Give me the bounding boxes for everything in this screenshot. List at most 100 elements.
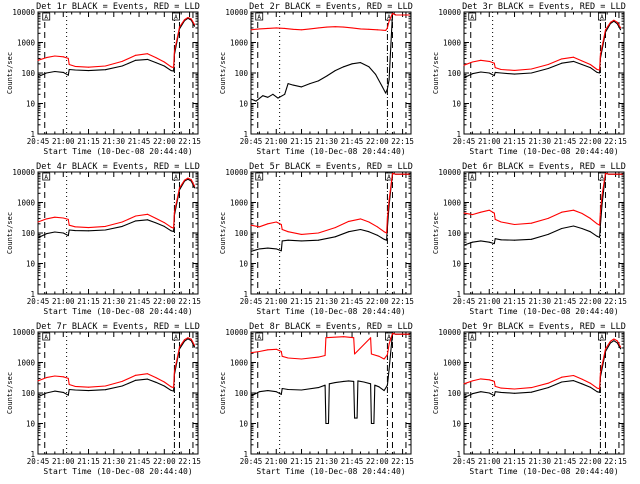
- lld-data-point: [170, 66, 172, 68]
- events-data-point: [194, 346, 196, 348]
- chart-title: Det 9r BLACK = Events, RED = LLD: [462, 322, 626, 332]
- lld-data-point: [74, 385, 76, 387]
- events-data-point: [163, 65, 165, 67]
- x-tick-label: 21:15: [503, 457, 526, 466]
- events-data-point: [385, 92, 387, 94]
- events-data-point: [493, 75, 495, 77]
- events-data-point: [104, 229, 106, 231]
- chart-panel-5: Det 5r BLACK = Events, RED = LLD 1 10 100 10…: [219, 162, 414, 316]
- events-data-point: [373, 423, 375, 424]
- lld-data-point: [392, 332, 393, 334]
- lld-data-point: [54, 375, 56, 377]
- attenuator-marker-box: [598, 332, 606, 341]
- y-tick-label: 100: [21, 389, 35, 398]
- lld-data-point: [317, 27, 319, 29]
- lld-data-point: [121, 60, 123, 62]
- x-axis-label: Start Time (10-Dec-08 20:44:40): [256, 467, 405, 476]
- lld-data-point: [610, 340, 611, 342]
- x-tick-label: 22:00: [366, 457, 389, 466]
- x-tick-label: 22:15: [604, 137, 627, 146]
- lld-data-point: [121, 221, 123, 223]
- lld-series-line: [250, 332, 410, 360]
- lld-data-point: [370, 337, 372, 339]
- lld-data-point: [348, 220, 350, 222]
- x-tick-label: 21:00: [265, 457, 288, 466]
- lld-data-point: [267, 223, 269, 225]
- lld-series-line: [463, 172, 623, 226]
- lld-data-point: [613, 338, 615, 340]
- lld-data-point: [573, 375, 574, 376]
- x-tick-label: 21:45: [128, 457, 151, 466]
- lld-data-point: [500, 69, 502, 70]
- events-data-point: [135, 379, 137, 381]
- lld-data-point: [480, 378, 482, 380]
- x-tick-label: 21:30: [103, 137, 126, 146]
- y-tick-label: 1: [243, 450, 248, 459]
- events-data-point: [147, 378, 148, 380]
- events-data-point: [277, 97, 279, 99]
- lld-data-point: [343, 336, 345, 338]
- lld-data-point: [514, 388, 515, 390]
- lld-data-point: [325, 337, 327, 339]
- y-tick-label: 10: [239, 100, 249, 109]
- lld-data-point: [392, 12, 393, 14]
- lld-data-point: [88, 66, 89, 68]
- attenuator-marker-box: [598, 12, 606, 21]
- events-data-point: [68, 69, 70, 70]
- lld-data-point: [163, 61, 165, 63]
- events-data-point: [317, 239, 319, 241]
- lld-data-point: [386, 27, 388, 29]
- lld-data-point: [386, 354, 388, 356]
- x-tick-label: 20:45: [27, 137, 50, 146]
- lld-data-point: [62, 56, 64, 58]
- lld-data-point: [309, 28, 311, 30]
- lld-data-point: [530, 387, 532, 389]
- events-series-line: [37, 17, 196, 78]
- attenuator-marker-label: A: [174, 174, 178, 181]
- lld-data-point: [250, 29, 252, 31]
- events-data-point: [250, 250, 252, 252]
- events-data-point: [74, 389, 76, 391]
- lld-data-point: [471, 380, 473, 382]
- lld-data-point: [386, 217, 388, 219]
- events-data-point: [68, 389, 70, 390]
- events-data-point: [494, 238, 496, 240]
- lld-data-point: [599, 224, 601, 226]
- events-data-point: [170, 389, 172, 391]
- events-data-point: [309, 83, 311, 85]
- events-data-point: [589, 67, 591, 69]
- events-data-point: [135, 59, 137, 61]
- x-tick-label: 22:15: [178, 457, 201, 466]
- events-data-point: [37, 76, 39, 78]
- events-series-line: [250, 172, 410, 252]
- events-data-point: [599, 72, 601, 74]
- y-tick-label: 100: [234, 389, 248, 398]
- y-axis-label: Counts/sec: [432, 212, 440, 254]
- events-data-point: [287, 239, 289, 241]
- lld-data-point: [613, 19, 615, 21]
- y-tick-label: 1000: [443, 359, 462, 368]
- events-data-point: [275, 248, 277, 250]
- lld-data-point: [573, 209, 574, 211]
- events-data-point: [287, 83, 289, 85]
- events-data-point: [275, 391, 277, 393]
- events-data-point: [514, 392, 515, 394]
- x-tick-label: 21:45: [128, 137, 151, 146]
- chart-panel-1: Det 1r BLACK = Events, RED = LLD 1 10 100 10…: [6, 2, 201, 156]
- attenuator-marker-label: A: [257, 14, 261, 21]
- x-axis-label: Start Time (10-Dec-08 20:44:40): [469, 467, 618, 476]
- events-data-point: [599, 236, 601, 238]
- lld-data-point: [616, 340, 618, 342]
- attenuator-marker-label: A: [470, 334, 474, 341]
- y-tick-label: 10: [452, 420, 462, 429]
- lld-data-point: [194, 345, 196, 346]
- lld-data-point: [388, 199, 390, 201]
- events-data-point: [500, 391, 502, 393]
- events-data-point: [74, 69, 76, 71]
- events-data-point: [121, 65, 123, 67]
- lld-data-point: [494, 385, 496, 387]
- y-tick-label: 1000: [17, 39, 36, 48]
- lld-data-point: [392, 172, 393, 174]
- events-data-point: [343, 380, 345, 382]
